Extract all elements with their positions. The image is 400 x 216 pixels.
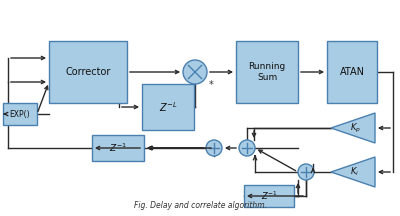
- Bar: [244, 185, 294, 207]
- Polygon shape: [331, 157, 375, 187]
- Bar: [327, 41, 377, 103]
- Circle shape: [206, 140, 222, 156]
- Text: Fig. Delay and correlate algorithm.: Fig. Delay and correlate algorithm.: [134, 201, 266, 210]
- Bar: [92, 135, 144, 161]
- Text: EXP(): EXP(): [10, 110, 30, 119]
- Polygon shape: [331, 113, 375, 143]
- Text: $K_i$: $K_i$: [350, 166, 360, 178]
- Bar: [236, 41, 298, 103]
- Text: *: *: [209, 80, 214, 90]
- Circle shape: [239, 140, 255, 156]
- Bar: [49, 41, 127, 103]
- Text: ATAN: ATAN: [340, 67, 364, 77]
- Text: $Z^{-1}$: $Z^{-1}$: [109, 142, 127, 154]
- Text: Running
Sum: Running Sum: [248, 62, 286, 82]
- Circle shape: [183, 60, 207, 84]
- Bar: [142, 84, 194, 130]
- Text: $Z^{-1}$: $Z^{-1}$: [261, 190, 277, 202]
- Text: $Z^{-L}$: $Z^{-L}$: [159, 100, 177, 114]
- Text: $K_p$: $K_p$: [350, 121, 360, 135]
- Text: Corrector: Corrector: [65, 67, 111, 77]
- Bar: [3, 103, 37, 125]
- Circle shape: [298, 164, 314, 180]
